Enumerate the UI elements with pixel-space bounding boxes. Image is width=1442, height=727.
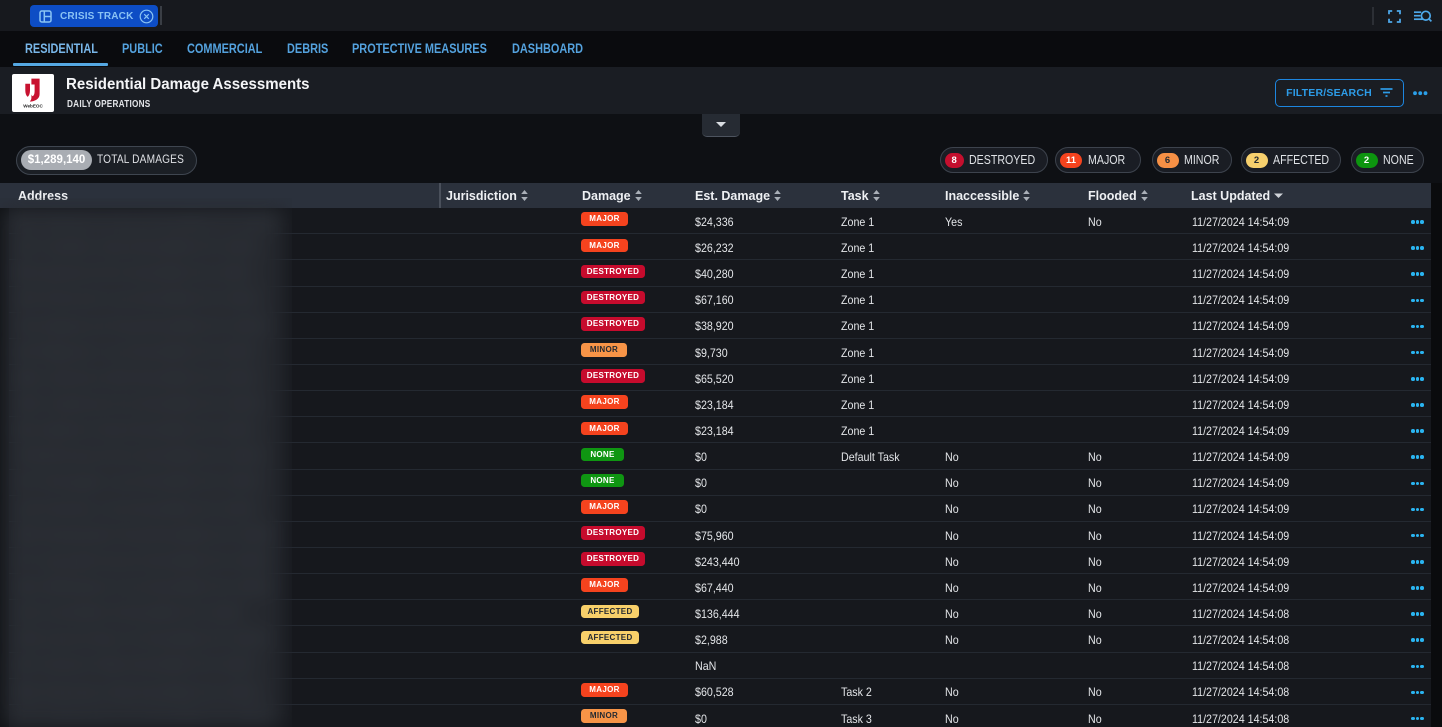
- svg-text:WebEOC: WebEOC: [23, 103, 43, 108]
